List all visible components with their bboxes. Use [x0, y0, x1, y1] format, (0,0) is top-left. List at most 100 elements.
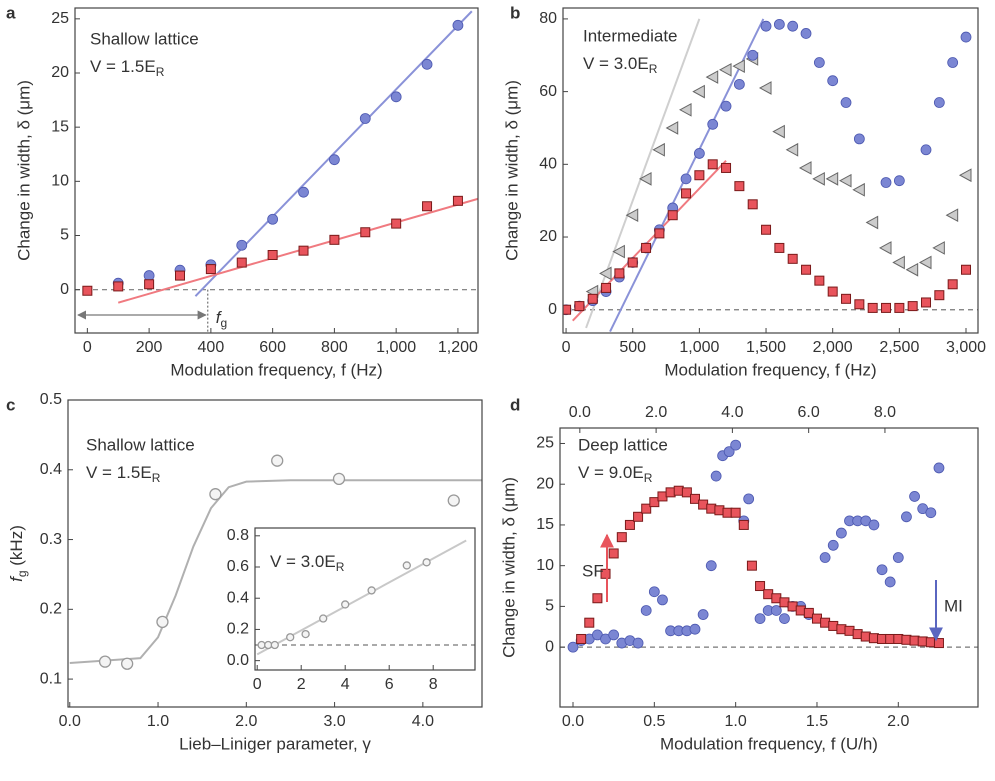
data-point	[359, 113, 371, 124]
data-point	[267, 250, 278, 260]
data-point	[961, 264, 972, 275]
x-tick-label: 0	[562, 339, 571, 356]
data-point	[592, 593, 603, 604]
parameter-label: V = 3.0ER	[583, 54, 658, 76]
panel-letter: a	[6, 3, 16, 22]
data-point	[452, 19, 464, 31]
data-point	[921, 297, 932, 308]
data-point	[827, 286, 838, 297]
data-point	[734, 181, 745, 192]
x-tick-label: 0.0	[562, 713, 584, 730]
panel-letter: b	[510, 3, 520, 22]
data-point	[812, 172, 825, 186]
data-point	[705, 560, 717, 572]
data-point	[680, 173, 692, 185]
data-point	[640, 605, 652, 616]
data-point	[878, 241, 892, 255]
y-tick-label: 0.8	[227, 527, 249, 544]
data-point	[787, 253, 798, 264]
data-point	[236, 239, 248, 251]
y-axis-label: Change in width, δ (μm)	[502, 80, 521, 261]
data-point	[840, 97, 852, 108]
axes-frame	[74, 7, 479, 334]
y-tick-label: 25	[536, 435, 554, 452]
x2-tick-label: 8.0	[874, 404, 896, 421]
data-point	[758, 81, 772, 95]
axes-frame	[562, 7, 979, 334]
x2-tick-label: 2.0	[645, 404, 667, 421]
data-point	[694, 170, 705, 181]
y-tick-label: 10	[51, 173, 69, 190]
panel: 0.0 1.0 2.0 3.0 4.0 0.1 0.2 0.3 0.4 0.5 c Shallow l…	[6, 391, 483, 753]
data-point	[892, 552, 904, 563]
data-point	[143, 270, 155, 281]
annotation: SF	[582, 561, 604, 580]
y-label-part: f	[7, 575, 26, 582]
axes-frame	[559, 427, 979, 708]
data-point	[892, 255, 905, 270]
x-tick-label: 8	[429, 676, 438, 693]
data-point	[632, 637, 644, 649]
data-point	[880, 177, 892, 188]
data-point	[679, 102, 692, 117]
x-tick-label: 2,000	[813, 339, 853, 356]
data-point	[925, 507, 937, 519]
data-point	[934, 290, 945, 301]
data-point	[612, 244, 625, 259]
x-axis-label: Modulation frequency, f (U/h)	[660, 734, 878, 753]
data-point	[785, 142, 799, 157]
data-point	[600, 568, 611, 579]
parameter-text: V = 3.0E	[270, 552, 336, 571]
data-point	[852, 182, 865, 197]
data-point	[205, 264, 216, 275]
parameter-label: V = 9.0ER	[578, 463, 653, 485]
data-point	[447, 494, 460, 507]
x-tick-label: 3,000	[946, 339, 986, 356]
parameter-subscript: R	[644, 471, 653, 485]
y-tick-label: 5	[60, 227, 69, 244]
x-tick-label: 1.0	[147, 713, 169, 730]
data-point	[813, 57, 825, 68]
plot-marks	[69, 454, 482, 670]
data-point	[319, 614, 328, 623]
data-point	[732, 59, 745, 74]
data-point	[884, 576, 896, 588]
data-point	[909, 491, 920, 502]
data-point	[876, 564, 888, 576]
data-point	[391, 218, 402, 229]
data-point	[627, 257, 638, 268]
y-axis-label: Change in width, δ (μm)	[499, 477, 518, 658]
data-point	[329, 234, 340, 245]
data-point	[814, 275, 825, 286]
data-point	[827, 539, 839, 551]
data-point	[563, 304, 572, 315]
data-point	[853, 133, 865, 145]
data-point	[209, 488, 222, 501]
y-tick-label: 20	[51, 64, 69, 81]
parameter-subscript: R	[152, 471, 161, 485]
data-point	[689, 623, 701, 635]
data-point	[801, 264, 812, 275]
y-tick-label: 0.2	[40, 601, 62, 618]
data-point	[894, 302, 905, 313]
y-tick-label: 0.5	[40, 391, 62, 408]
y-tick-label: 15	[51, 118, 69, 135]
y-tick-label: 80	[539, 10, 557, 27]
fit-line	[69, 479, 482, 665]
y-tick-label: 20	[539, 228, 557, 245]
x-tick-label: 400	[198, 339, 225, 356]
data-point	[649, 497, 660, 508]
data-point	[730, 507, 741, 518]
fit-line	[572, 159, 727, 322]
data-point	[584, 617, 595, 628]
x2-tick-label: 4.0	[721, 404, 743, 421]
y-tick-label: 0	[60, 281, 69, 298]
parameter-subscript: R	[336, 560, 345, 574]
data-point	[624, 519, 635, 530]
y-tick-label: 0.1	[40, 670, 62, 687]
x-tick-label: 2	[297, 676, 306, 693]
panel-title: Intermediate	[583, 26, 678, 45]
data-point	[958, 168, 972, 183]
data-point	[920, 144, 932, 156]
